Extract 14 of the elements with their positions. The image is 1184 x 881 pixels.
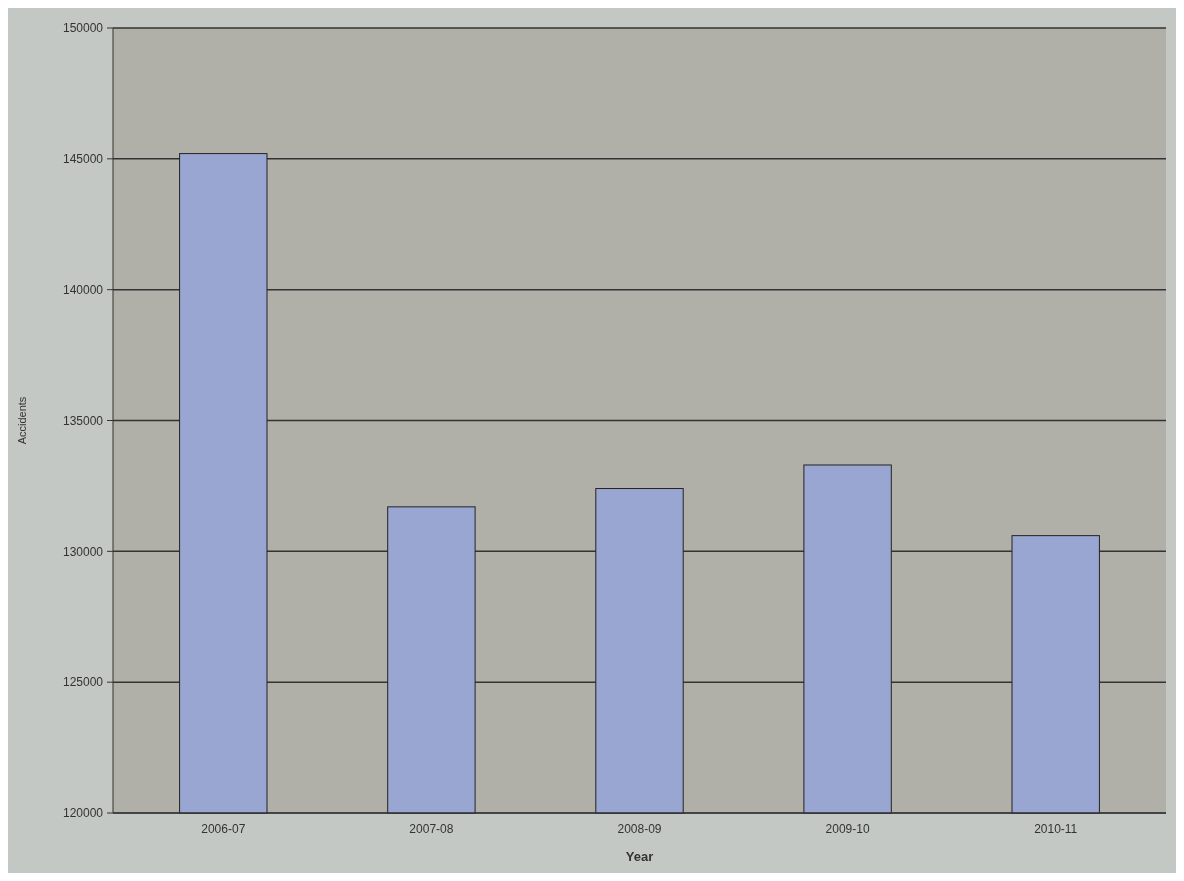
y-axis-title: Accidents bbox=[16, 396, 28, 445]
y-tick-label: 150000 bbox=[62, 21, 104, 36]
y-tick-label: 145000 bbox=[62, 152, 104, 167]
x-axis-title: Year bbox=[625, 849, 654, 864]
x-tick-label: 2008-09 bbox=[617, 822, 662, 836]
x-tick-label: 2007-08 bbox=[409, 822, 454, 836]
x-tick-label: 2009-10 bbox=[825, 822, 870, 836]
y-tick-label: 135000 bbox=[62, 413, 104, 428]
y-tick-label: 125000 bbox=[62, 675, 104, 690]
y-tick-label: 120000 bbox=[62, 806, 104, 821]
y-tick-label: 140000 bbox=[62, 282, 104, 297]
x-tick-label: 2006-07 bbox=[201, 822, 246, 836]
x-tick-label: 2010-11 bbox=[1034, 822, 1078, 836]
y-tick-label: 130000 bbox=[62, 544, 104, 559]
